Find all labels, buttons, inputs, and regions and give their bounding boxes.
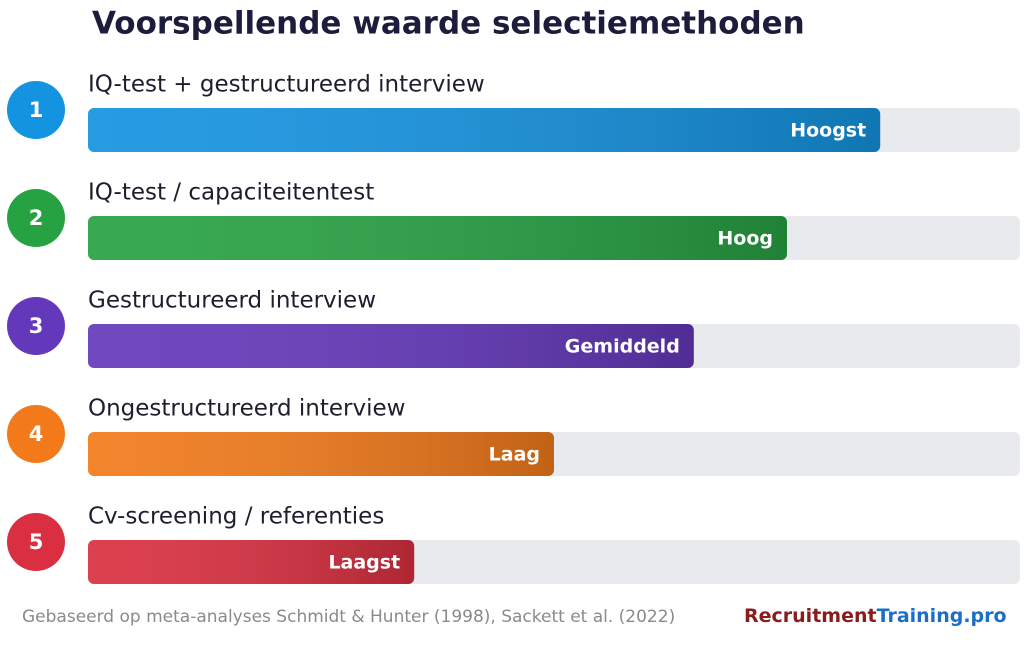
value-label: Hoogst [790,120,866,142]
rank-number: 1 [29,98,44,122]
value-label: Laag [489,444,540,466]
bar-shade [88,108,881,152]
value-label: Hoog [717,228,773,250]
bar-shade [88,324,694,368]
category-label: Ongestructureerd interview [88,396,405,422]
bar-shade [88,216,787,260]
category-label: Cv-screening / referenties [88,504,384,530]
brand-part: Recruitment [744,605,877,627]
rank-circle [7,81,65,139]
category-label: IQ-test + gestructureerd interview [88,72,485,98]
rank-number: 3 [29,314,44,338]
category-label: IQ-test / capaciteitentest [88,180,374,206]
category-label: Gestructureerd interview [88,288,376,314]
source-note: Gebaseerd op meta-analyses Schmidt & Hun… [22,607,675,627]
brand-part: Training.pro [877,605,1007,627]
rank-number: 4 [29,422,44,446]
chart-title: Voorspellende waarde selectiemethoden [92,6,805,42]
bar-shade [88,432,554,476]
rank-circle [7,189,65,247]
rank-number: 5 [29,530,44,554]
rank-number: 2 [29,206,44,230]
value-label: Laagst [328,552,400,574]
rank-circle [7,405,65,463]
brand: RecruitmentTraining.pro [744,605,1007,627]
bar-shade [88,540,415,584]
rank-circle [7,297,65,355]
value-label: Gemiddeld [565,336,680,358]
rank-circle [7,513,65,571]
